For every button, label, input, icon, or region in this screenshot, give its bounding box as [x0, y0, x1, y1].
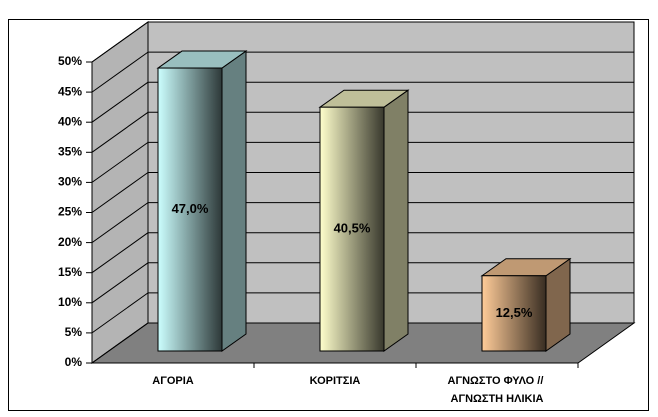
y-tick-label: 0%	[65, 355, 83, 369]
grid-line	[91, 202, 149, 244]
data-label: 47,0%	[172, 201, 209, 216]
y-tick-label: 30%	[58, 175, 82, 189]
y-tick-label: 10%	[58, 295, 82, 309]
data-label: 12,5%	[496, 305, 533, 320]
grid-line	[91, 21, 149, 63]
bar	[481, 275, 547, 352]
grid-line	[91, 172, 149, 213]
bar	[319, 106, 385, 352]
grid-line	[91, 141, 149, 183]
grid-line	[91, 111, 149, 153]
y-tick-label: 40%	[58, 114, 82, 128]
y-tick-label: 25%	[58, 205, 82, 219]
bar-side	[221, 50, 247, 352]
grid-line	[91, 81, 149, 123]
x-tick-label: ΑΓΟΡΙΑ	[152, 375, 194, 387]
grid-line	[91, 232, 149, 274]
y-tick-label: 45%	[58, 84, 82, 98]
grid-line	[91, 292, 149, 334]
bar	[157, 67, 223, 352]
grid-line	[91, 51, 149, 93]
y-tick-label: 15%	[58, 265, 82, 279]
y-tick-label: 20%	[58, 235, 82, 249]
grid-line	[91, 262, 149, 304]
x-tick-label: ΚΟΡΙΤΣΙΑ	[310, 375, 361, 387]
y-tick-label: 5%	[65, 325, 83, 339]
y-tick-label: 50%	[58, 54, 82, 68]
x-tick-label: ΑΓΝΩΣΤΟ ΦΥΛΟ // ΑΓΝΩΣΤΗ ΗΛΙΚΙΑ	[448, 375, 547, 405]
y-tick-label: 35%	[58, 144, 82, 158]
grid-line	[91, 322, 149, 364]
data-label: 40,5%	[334, 221, 371, 236]
bar-side	[383, 89, 409, 352]
